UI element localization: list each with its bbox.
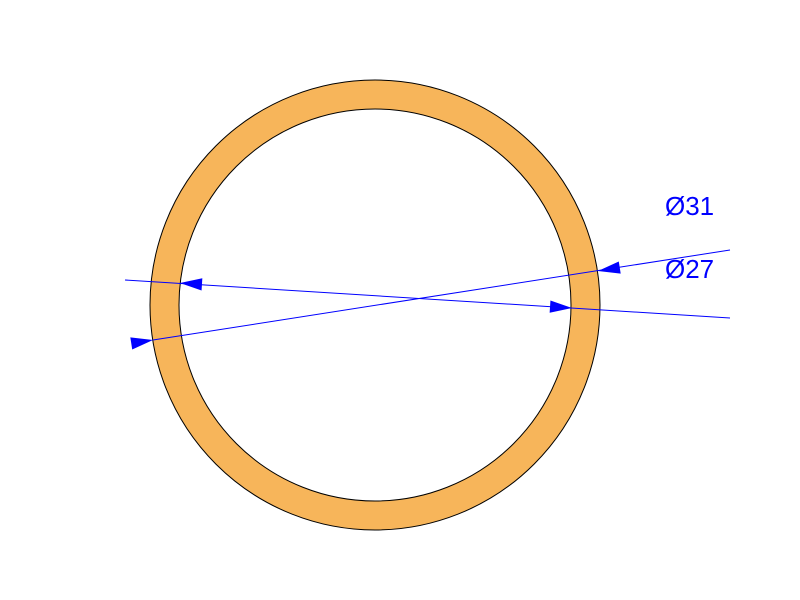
technical-drawing: Ø31 Ø27 [0, 0, 800, 600]
dim-inner-leader [125, 280, 730, 318]
dim-outer-arrow-left [130, 337, 153, 349]
dim-outer-leader [153, 250, 730, 340]
dim-outer-arrow-right [598, 262, 621, 274]
dim-outer-label: Ø31 [665, 191, 714, 221]
dim-inner-label: Ø27 [665, 254, 714, 284]
dim-inner-arrow-right [550, 300, 572, 312]
dim-inner-arrow-left [180, 278, 202, 290]
